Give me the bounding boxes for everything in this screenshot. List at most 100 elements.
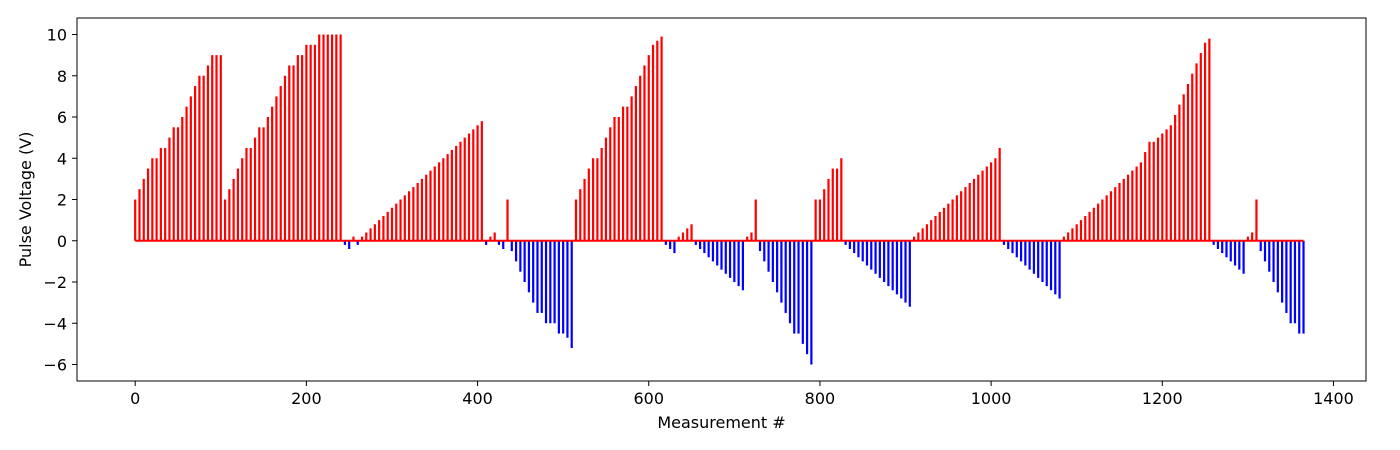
bar (442, 158, 445, 241)
bar (968, 183, 971, 241)
bar (514, 240, 518, 262)
bar (378, 220, 381, 241)
bar (1097, 203, 1100, 241)
bar (707, 240, 710, 258)
bar (1203, 42, 1207, 241)
bar (600, 147, 603, 241)
bar (951, 199, 954, 241)
bar (1199, 53, 1202, 241)
bar (570, 240, 573, 348)
bar (1144, 152, 1147, 241)
bar (407, 191, 411, 241)
bar (446, 154, 449, 241)
x-tick-label: 1200 (1142, 389, 1183, 408)
bar (703, 240, 706, 254)
bar (1268, 240, 1271, 272)
bar (1024, 240, 1027, 266)
bar (506, 199, 509, 241)
bar (681, 232, 685, 241)
bar (172, 127, 175, 241)
bar (574, 199, 578, 241)
bar (562, 240, 565, 334)
bar (664, 240, 667, 245)
bar (1246, 236, 1249, 241)
bar (313, 44, 317, 241)
bar (818, 199, 822, 241)
bar (1126, 174, 1130, 241)
bar (450, 150, 453, 241)
bar (699, 240, 702, 249)
bar (981, 170, 984, 241)
bar (386, 211, 389, 241)
y-tick-label: 6 (57, 108, 67, 127)
bar (223, 199, 227, 241)
bar (1289, 240, 1292, 324)
bar (412, 187, 415, 241)
bar (925, 224, 929, 241)
bar (1067, 232, 1070, 241)
bar (883, 240, 886, 282)
bar (942, 207, 946, 241)
bar (853, 240, 856, 254)
bar (1019, 240, 1023, 262)
bar (1049, 240, 1053, 291)
bar (1148, 141, 1151, 241)
bar (647, 55, 650, 241)
bar (283, 75, 287, 241)
bar (583, 178, 586, 241)
bar (1101, 199, 1104, 241)
bar (844, 240, 847, 245)
bar (895, 240, 899, 295)
bar (1259, 240, 1262, 252)
bar (592, 158, 595, 241)
x-tick-label: 400 (462, 389, 493, 408)
x-tick-label: 0 (130, 389, 140, 408)
bar (694, 240, 697, 245)
bar (947, 203, 950, 241)
bar (420, 178, 424, 241)
bar (1114, 187, 1117, 241)
bar (771, 240, 774, 282)
bar (1118, 183, 1121, 241)
bar (754, 199, 757, 241)
bar (767, 240, 770, 272)
bar (643, 65, 646, 241)
bar (1216, 240, 1220, 249)
bar (1186, 84, 1190, 241)
bar (437, 162, 441, 241)
bar (891, 240, 894, 291)
bar (510, 240, 513, 252)
bar (1293, 240, 1297, 324)
bar (651, 44, 655, 241)
bar (1229, 240, 1232, 262)
bar (318, 34, 321, 241)
y-tick-label: 10 (47, 26, 67, 45)
bar (185, 106, 188, 241)
y-axis-ticks: −6 −4 −2 0 2 4 6 8 10 (43, 26, 77, 375)
bar (164, 147, 167, 241)
x-tick-label: 800 (805, 389, 836, 408)
bar (403, 195, 406, 241)
bar (1092, 207, 1095, 241)
bar (728, 240, 732, 278)
bar (1263, 240, 1267, 262)
bar (737, 240, 740, 287)
bar (1045, 240, 1048, 287)
bar (1221, 240, 1224, 254)
bar (1109, 191, 1113, 241)
bar (395, 203, 398, 241)
bar (912, 236, 916, 241)
bar (1242, 240, 1245, 274)
bar (266, 117, 269, 241)
bar (604, 137, 608, 241)
bar (288, 65, 291, 241)
bar (322, 34, 325, 241)
bar (138, 189, 141, 241)
bar (390, 207, 394, 241)
bar (900, 240, 903, 299)
bar (262, 127, 265, 241)
bar (690, 224, 693, 241)
bar (343, 240, 346, 245)
bar (497, 240, 501, 245)
